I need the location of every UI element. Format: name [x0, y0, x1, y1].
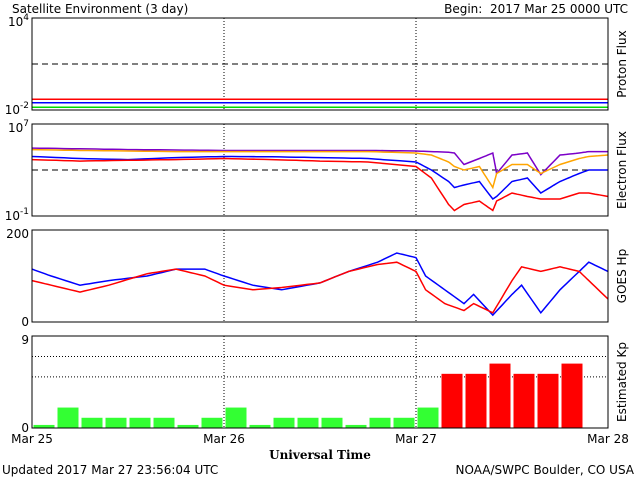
y-tick-label: 10-1 [5, 207, 29, 223]
updated-timestamp: Updated 2017 Mar 27 23:56:04 UTC [2, 463, 219, 477]
kp-bar [249, 424, 271, 428]
kp-bar [57, 407, 79, 428]
panel-frame [31, 17, 609, 111]
kp-bar [153, 417, 175, 428]
panel-frame [31, 335, 609, 429]
y-axis-label: Proton Flux [615, 30, 629, 97]
kp-bar [369, 417, 391, 428]
kp-bar [393, 417, 415, 428]
kp-bar [33, 424, 55, 428]
kp-bar [561, 363, 583, 428]
y-tick-label: 0 [21, 315, 29, 329]
series-line-orange [31, 148, 609, 190]
x-tick-label: Mar 27 [395, 432, 437, 446]
x-tick-label: Mar 25 [11, 432, 53, 446]
y-axis-label: Electron Flux [615, 131, 629, 209]
series-line-blue [31, 155, 608, 201]
panel-estimated-kp: 0 9 Estimated Kp Mar 25 Mar 26 Mar 27 Mar 28 Un… [11, 333, 629, 462]
kp-bar [201, 417, 223, 428]
kp-bar [297, 417, 319, 428]
y-tick-label: 0 [21, 421, 29, 435]
chart-title: Satellite Environment (3 day) [12, 2, 189, 16]
y-tick-label: 200 [6, 227, 29, 241]
panel-goes-hp: 0 200 GOES Hp [6, 227, 629, 329]
kp-bar [129, 417, 151, 428]
source-credit: NOAA/SWPC Boulder, CO USA [455, 463, 634, 477]
kp-bar [417, 407, 439, 428]
series-line-blue [31, 252, 609, 317]
series-line-red [31, 261, 609, 314]
x-tick-label: Mar 26 [203, 432, 245, 446]
kp-bar [465, 373, 487, 428]
y-tick-label: 9 [21, 333, 29, 347]
kp-bar [513, 373, 535, 428]
kp-bar [321, 417, 343, 428]
kp-bar [177, 424, 199, 428]
begin-time: Begin: 2017 Mar 25 0000 UTC [444, 2, 628, 16]
series-line-purple [31, 147, 608, 176]
panel-frame [31, 123, 609, 217]
kp-bar [537, 373, 559, 428]
kp-bar [81, 417, 103, 428]
kp-bar [345, 424, 367, 428]
y-tick-label: 10-2 [5, 101, 29, 117]
kp-bar [441, 373, 463, 428]
y-axis-label: Estimated Kp [615, 342, 629, 422]
kp-bar [489, 363, 511, 428]
y-tick-label: 104 [8, 13, 29, 29]
kp-bar [225, 407, 247, 428]
panel-electron-flux: 10-1 107 Electron Flux [5, 119, 629, 223]
panel-frame [31, 229, 609, 323]
kp-bar [105, 417, 127, 428]
x-axis-label: Universal Time [269, 448, 371, 462]
panel-proton-flux: 10-2 104 Proton Flux [5, 13, 629, 117]
y-axis-label: GOES Hp [615, 249, 629, 303]
x-tick-label: Mar 28 [587, 432, 629, 446]
series-line-red [31, 157, 609, 212]
kp-bar [273, 417, 295, 428]
y-tick-label: 107 [8, 119, 29, 135]
